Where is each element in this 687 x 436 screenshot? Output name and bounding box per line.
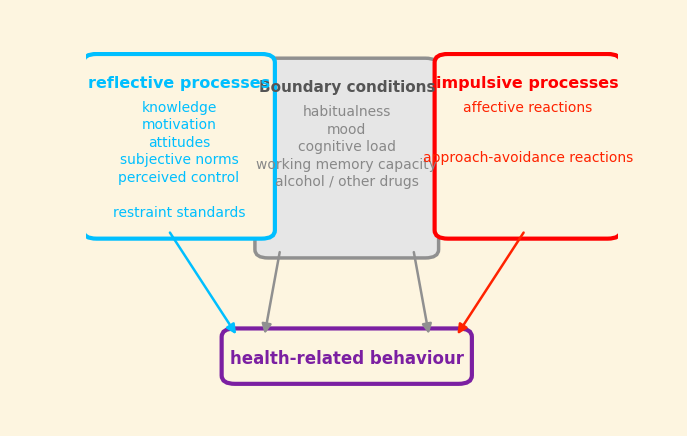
Text: habitualness: habitualness [302,105,391,119]
Text: alcohol / other drugs: alcohol / other drugs [275,175,418,189]
Text: Boundary conditions: Boundary conditions [258,80,435,95]
FancyBboxPatch shape [435,54,621,238]
Text: approach-avoidance reactions: approach-avoidance reactions [423,151,633,165]
Text: working memory capacity: working memory capacity [256,157,437,172]
Text: restraint standards: restraint standards [113,206,245,220]
Text: motivation: motivation [142,119,216,133]
Text: knowledge: knowledge [142,101,216,115]
Text: subjective norms: subjective norms [120,153,238,167]
Text: perceived control: perceived control [118,171,240,185]
Text: attitudes: attitudes [148,136,210,150]
Text: affective reactions: affective reactions [463,101,592,115]
Text: impulsive processes: impulsive processes [436,76,619,91]
FancyBboxPatch shape [255,58,438,258]
Text: health-related behaviour: health-related behaviour [229,350,464,368]
Text: reflective processes: reflective processes [88,76,270,91]
Text: cognitive load: cognitive load [297,140,396,154]
FancyBboxPatch shape [83,54,275,238]
FancyBboxPatch shape [222,328,472,384]
Text: mood: mood [327,123,366,136]
